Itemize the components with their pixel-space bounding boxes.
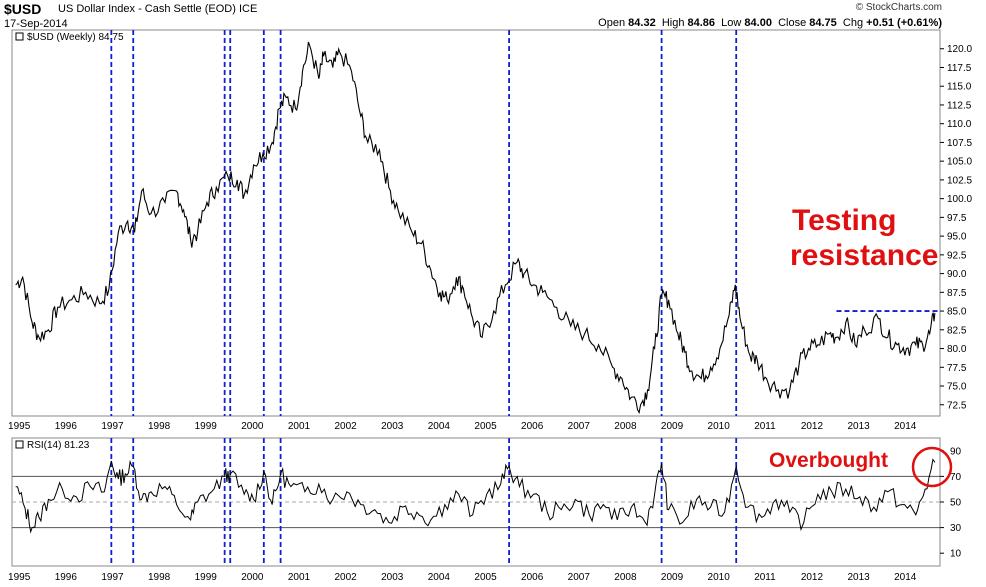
high-label: High	[661, 17, 685, 29]
price-y-tick-label: 120.0	[947, 44, 972, 55]
rsi-x-tick-label: 2003	[381, 572, 404, 583]
price-x-tick-label: 2011	[754, 421, 776, 432]
price-y-tick-label: 75.0	[947, 382, 967, 393]
price-y-tick-label: 100.0	[947, 194, 972, 205]
price-x-tick-label: 2007	[568, 421, 591, 432]
annotation-resistance: resistance	[790, 239, 938, 272]
price-y-tick-label: 107.5	[947, 138, 972, 149]
price-x-tick-label: 2012	[801, 421, 824, 432]
rsi-x-tick-label: 2009	[661, 572, 684, 583]
price-x-tick-label: 2005	[474, 421, 497, 432]
price-x-tick-label: 2013	[847, 421, 870, 432]
rsi-x-tick-label: 2004	[428, 572, 451, 583]
price-y-tick-label: 110.0	[947, 119, 972, 130]
rsi-x-tick-label: 2010	[708, 572, 731, 583]
rsi-x-tick-label: 2012	[801, 572, 824, 583]
price-x-tick-label: 1999	[195, 421, 218, 432]
high-value: 84.86	[687, 17, 716, 29]
price-x-tick-label: 2002	[334, 421, 357, 432]
rsi-y-tick-label: 50	[950, 498, 962, 509]
rsi-y-tick-label: 70	[950, 472, 962, 483]
rsi-legend: RSI(14) 81.23	[27, 440, 90, 451]
price-x-tick-label: 2004	[428, 421, 451, 432]
price-x-tick-label: 1997	[101, 421, 124, 432]
price-y-tick-label: 72.5	[947, 400, 967, 411]
open-label: Open	[598, 17, 626, 29]
rsi-x-tick-label: 2002	[334, 572, 357, 583]
price-y-tick-label: 82.5	[947, 325, 967, 336]
price-y-tick-label: 95.0	[947, 232, 967, 243]
price-x-tick-label: 2006	[521, 421, 544, 432]
rsi-x-tick-label: 2013	[847, 572, 870, 583]
rsi-x-tick-label: 1998	[148, 572, 171, 583]
rsi-y-tick-label: 30	[950, 523, 962, 534]
rsi-x-tick-label: 1996	[55, 572, 78, 583]
rsi-series-line	[15, 458, 936, 534]
price-legend: $USD (Weekly) 84.75	[27, 32, 124, 43]
low-value: 84.00	[744, 17, 772, 29]
chart-date: 17-Sep-2014	[4, 18, 68, 30]
rsi-x-tick-label: 1995	[8, 572, 31, 583]
rsi-x-tick-label: 1999	[195, 572, 218, 583]
price-y-tick-label: 92.5	[947, 250, 967, 261]
rsi-x-tick-label: 2006	[521, 572, 544, 583]
price-y-tick-label: 90.0	[947, 269, 967, 280]
chg-label: Chg	[842, 17, 864, 29]
price-x-tick-label: 2001	[288, 421, 311, 432]
price-y-tick-label: 112.5	[947, 100, 972, 111]
price-y-tick-label: 105.0	[947, 157, 972, 168]
price-y-tick-label: 102.5	[947, 175, 972, 186]
price-x-tick-label: 2014	[894, 421, 917, 432]
price-panel-frame	[11, 29, 941, 417]
price-x-tick-label: 2003	[381, 421, 404, 432]
symbol-description: US Dollar Index - Cash Settle (EOD) ICE	[58, 3, 258, 15]
rsi-x-tick-label: 2000	[241, 572, 264, 583]
rsi-legend-swatch	[15, 440, 24, 449]
price-series-line	[15, 41, 936, 415]
rsi-x-tick-label: 1997	[101, 572, 124, 583]
rsi-y-tick-label: 10	[950, 549, 962, 560]
price-y-tick-label: 97.5	[947, 213, 967, 224]
rsi-x-tick-label: 2014	[894, 572, 917, 583]
symbol-title: $USD	[4, 1, 42, 17]
price-x-tick-label: 1998	[148, 421, 171, 432]
price-y-tick-label: 87.5	[947, 288, 967, 299]
price-x-tick-label: 2008	[614, 421, 637, 432]
overbought-circle	[911, 446, 953, 488]
rsi-x-tick-label: 2001	[288, 572, 311, 583]
price-x-tick-label: 2000	[241, 421, 264, 432]
close-value: 84.75	[809, 17, 837, 29]
annotation-overbought: Overbought	[769, 449, 888, 472]
rsi-x-tick-label: 2005	[474, 572, 497, 583]
rsi-y-tick-label: 90	[950, 446, 962, 457]
copyright-label: © StockCharts.com	[855, 2, 942, 13]
price-x-tick-label: 1996	[55, 421, 78, 432]
annotation-testing: Testing	[792, 204, 896, 237]
chg-value: +0.51 (+0.61%)	[866, 17, 942, 29]
price-x-tick-label: 2010	[708, 421, 731, 432]
rsi-x-tick-label: 2008	[614, 572, 637, 583]
price-y-tick-label: 85.0	[947, 307, 967, 318]
rsi-x-tick-label: 2007	[568, 572, 591, 583]
price-y-tick-label: 77.5	[947, 363, 967, 374]
price-y-tick-label: 80.0	[947, 344, 967, 355]
low-label: Low	[721, 17, 742, 29]
price-legend-swatch	[15, 32, 24, 41]
close-label: Close	[778, 17, 807, 29]
rsi-x-tick-label: 2011	[754, 572, 776, 583]
price-x-tick-label: 2009	[661, 421, 684, 432]
price-x-tick-label: 1995	[8, 421, 31, 432]
price-y-tick-label: 117.5	[947, 63, 972, 74]
chart-header: $USD US Dollar Index - Cash Settle (EOD)…	[0, 0, 986, 34]
open-value: 84.32	[628, 17, 656, 29]
price-y-tick-label: 115.0	[947, 82, 972, 93]
ohlc-readout: Open 84.32 High 84.86 Low 84.00 Close 84…	[598, 17, 942, 29]
